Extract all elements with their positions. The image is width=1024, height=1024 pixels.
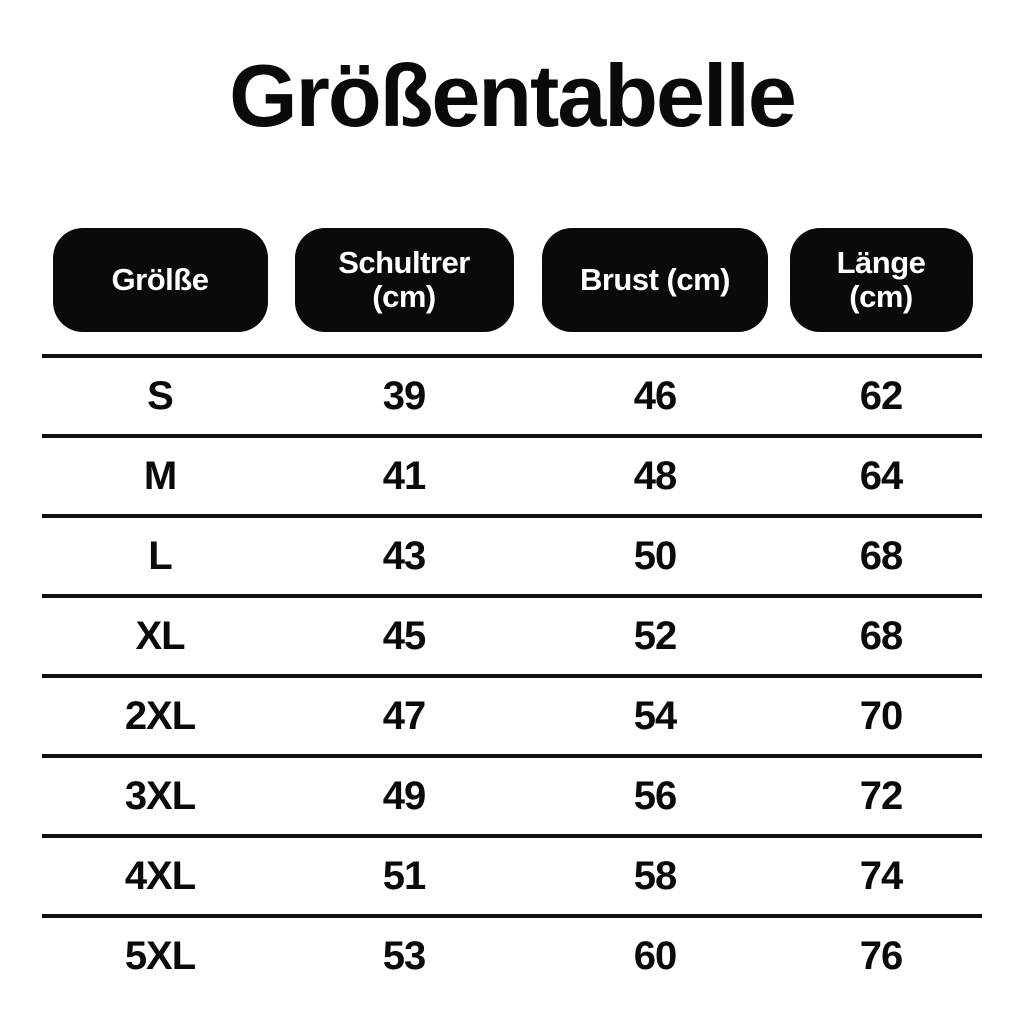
chest-value: 52 bbox=[633, 613, 678, 658]
size-label: 4XL bbox=[124, 853, 196, 898]
header-pill-laenge: Länge (cm) bbox=[789, 228, 973, 332]
table-row: XL 45 52 68 bbox=[42, 594, 982, 674]
shoulder-value: 45 bbox=[382, 613, 427, 658]
size-label: 5XL bbox=[124, 933, 196, 978]
size-label: M bbox=[143, 453, 177, 498]
header-cell-brust: Brust (cm) bbox=[530, 228, 780, 332]
shoulder-value: 51 bbox=[382, 853, 427, 898]
page-title: Größentabelle bbox=[229, 46, 797, 145]
shoulder-value: 47 bbox=[382, 693, 427, 738]
chest-value: 50 bbox=[633, 533, 678, 578]
length-value: 68 bbox=[859, 533, 904, 578]
length-value: 72 bbox=[859, 773, 904, 818]
size-label: L bbox=[148, 533, 172, 578]
header-pill-brust: Brust (cm) bbox=[542, 228, 768, 332]
chest-value: 54 bbox=[633, 693, 678, 738]
header-cell-groesse: Grölße bbox=[42, 228, 278, 332]
shoulder-value: 43 bbox=[382, 533, 427, 578]
table-row: 2XL 47 54 70 bbox=[42, 674, 982, 754]
table-row: M 41 48 64 bbox=[42, 434, 982, 514]
shoulder-value: 39 bbox=[382, 373, 427, 418]
size-label: 3XL bbox=[124, 773, 196, 818]
header-pill-groesse: Grölße bbox=[52, 228, 268, 332]
table-row: S 39 46 62 bbox=[42, 354, 982, 434]
length-value: 74 bbox=[859, 853, 904, 898]
shoulder-value: 53 bbox=[382, 933, 427, 978]
header-cell-laenge: Länge (cm) bbox=[780, 228, 982, 332]
size-label: XL bbox=[135, 613, 185, 658]
table-header-row: Grölße Schultrer (cm) Brust (cm) Länge (… bbox=[42, 228, 982, 332]
header-cell-schulter: Schultrer (cm) bbox=[278, 228, 530, 332]
chest-value: 60 bbox=[633, 933, 678, 978]
size-table: Grölße Schultrer (cm) Brust (cm) Länge (… bbox=[42, 228, 982, 994]
chest-value: 56 bbox=[633, 773, 678, 818]
header-pill-schulter: Schultrer (cm) bbox=[294, 228, 514, 332]
table-row: 4XL 51 58 74 bbox=[42, 834, 982, 914]
chest-value: 48 bbox=[633, 453, 678, 498]
size-label: 2XL bbox=[124, 693, 196, 738]
table-row: L 43 50 68 bbox=[42, 514, 982, 594]
shoulder-value: 41 bbox=[382, 453, 427, 498]
length-value: 70 bbox=[859, 693, 904, 738]
length-value: 62 bbox=[859, 373, 904, 418]
table-row: 5XL 53 60 76 bbox=[42, 914, 982, 994]
length-value: 64 bbox=[859, 453, 904, 498]
shoulder-value: 49 bbox=[382, 773, 427, 818]
size-label: S bbox=[147, 373, 174, 418]
chest-value: 46 bbox=[633, 373, 678, 418]
length-value: 68 bbox=[859, 613, 904, 658]
length-value: 76 bbox=[859, 933, 904, 978]
chest-value: 58 bbox=[633, 853, 678, 898]
table-row: 3XL 49 56 72 bbox=[42, 754, 982, 834]
